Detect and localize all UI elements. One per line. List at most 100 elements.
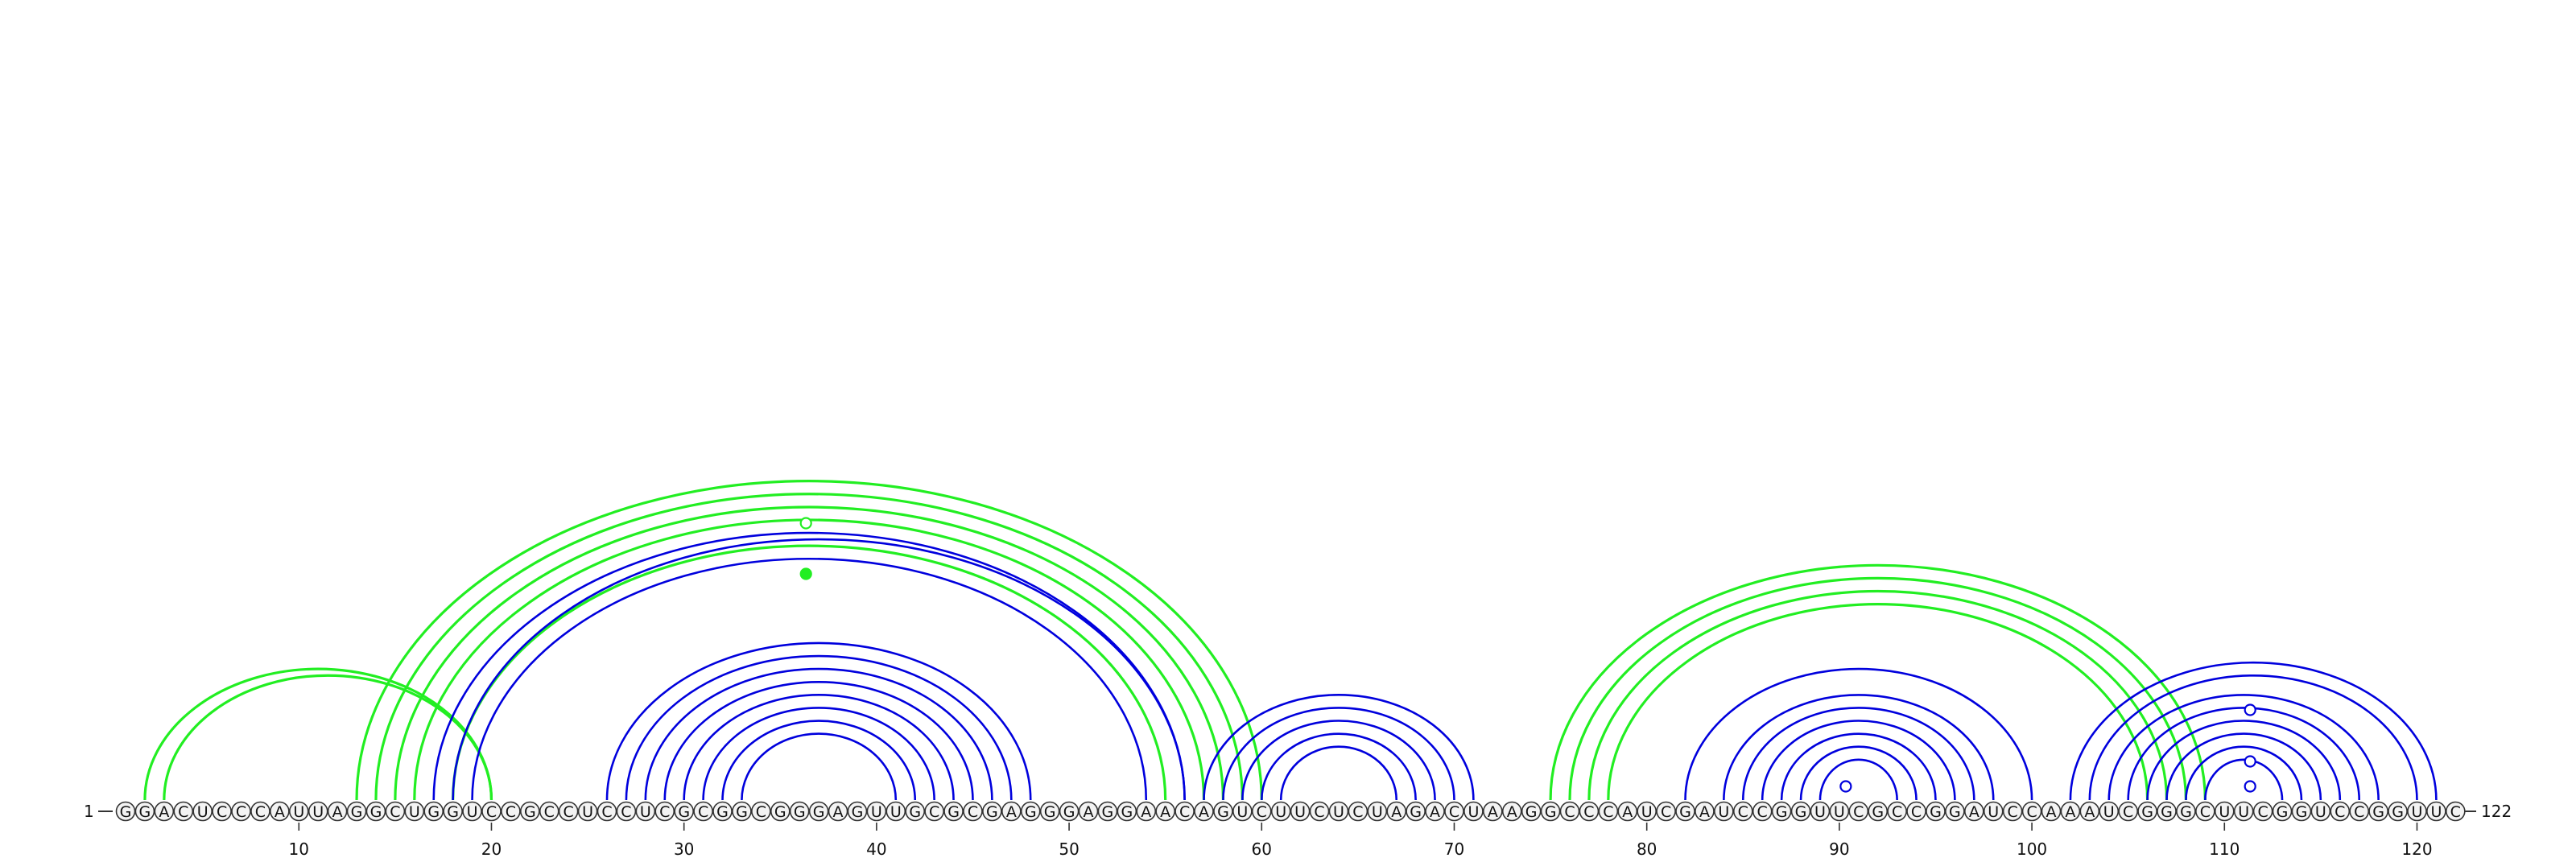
nucleotide-circle	[1675, 801, 1695, 822]
green-arc-3-20	[163, 674, 493, 801]
nucleotide-6: C	[212, 801, 232, 822]
nucleotide-letter: G	[2296, 803, 2308, 821]
nucleotide-circle	[1270, 801, 1291, 822]
nucleotide-circle	[539, 801, 559, 822]
nucleotide-letter: C	[1449, 803, 1459, 821]
nucleotide-59: U	[1232, 801, 1253, 822]
nucleotide-circle	[1906, 801, 1926, 822]
nucleotide-letter: U	[197, 803, 208, 821]
blue-open-marker	[2244, 780, 2256, 793]
nucleotide-circle	[1501, 801, 1522, 822]
nucleotide-letter: U	[1814, 803, 1826, 821]
nucleotide-circle	[2407, 801, 2427, 822]
nucleotide-81: C	[1656, 801, 1676, 822]
nucleotide-letter: U	[467, 803, 478, 821]
nucleotide-letter: G	[351, 803, 363, 821]
nucleotide-letter: G	[524, 803, 536, 821]
nucleotide-35: G	[770, 801, 791, 822]
nucleotide-115: U	[2310, 801, 2331, 822]
nucleotide-letter: A	[1199, 803, 1209, 821]
green-open-marker	[799, 517, 812, 530]
nucleotide-116: C	[2330, 801, 2351, 822]
nucleotide-50: G	[1059, 801, 1080, 822]
nucleotide-letter: U	[409, 803, 420, 821]
nucleotide-letter: G	[2392, 803, 2404, 821]
nucleotide-circle	[2310, 801, 2331, 822]
nucleotide-87: G	[1771, 801, 1792, 822]
green-arc-13-60	[355, 480, 1263, 801]
nucleotide-letter: C	[2257, 803, 2268, 821]
nucleotide-54: A	[1136, 801, 1157, 822]
nucleotide-letter: C	[564, 803, 574, 821]
nucleotide-43: C	[924, 801, 944, 822]
nucleotide-circle	[1964, 801, 1984, 822]
nucleotide-37: G	[808, 801, 829, 822]
nucleotide-3: A	[154, 801, 175, 822]
nucleotide-circle	[1309, 801, 1330, 822]
nucleotide-64: U	[1328, 801, 1349, 822]
nucleotide-letter: U	[890, 803, 902, 821]
nucleotide-circle	[1136, 801, 1157, 822]
nucleotide-75: G	[1540, 801, 1561, 822]
nucleotide-77: C	[1579, 801, 1600, 822]
nucleotide-circle	[1579, 801, 1600, 822]
nucleotide-25: U	[577, 801, 598, 822]
axis-tick-label-30: 30	[674, 839, 694, 858]
nucleotide-51: A	[1078, 801, 1099, 822]
nucleotide-letter: C	[486, 803, 497, 821]
nucleotide-79: A	[1617, 801, 1638, 822]
nucleotide-circle	[1386, 801, 1407, 822]
nucleotide-98: U	[1983, 801, 2004, 822]
nucleotide-2: G	[134, 801, 155, 822]
nucleotide-101: A	[2041, 801, 2062, 822]
nucleotide-circle	[1001, 801, 1022, 822]
nucleotide-8: C	[250, 801, 270, 822]
blue-arc-group	[432, 531, 2438, 801]
nucleotide-circle	[288, 801, 309, 822]
nucleotide-circle	[2446, 801, 2466, 822]
blue-arc-59-69	[1241, 720, 1436, 801]
nucleotide-circle	[963, 801, 983, 822]
nucleotide-32: G	[712, 801, 733, 822]
nucleotide-circle	[2252, 801, 2273, 822]
nucleotide-12: A	[327, 801, 348, 822]
nucleotide-circle	[1887, 801, 1907, 822]
nucleotide-letter: G	[1949, 803, 1961, 821]
nucleotide-84: U	[1714, 801, 1734, 822]
nucleotide-circle	[1521, 801, 1542, 822]
nucleotide-letter: G	[1545, 803, 1557, 821]
nucleotide-10: U	[288, 801, 309, 822]
axis-tick-label-40: 40	[866, 839, 886, 858]
nucleotide-letter: G	[1930, 803, 1942, 821]
nucleotide-circle	[1983, 801, 2004, 822]
nucleotide-19: U	[462, 801, 482, 822]
green-arc-76-108	[1568, 576, 2188, 801]
arc-markers	[799, 517, 2256, 793]
nucleotide-letter: A	[2046, 803, 2057, 821]
nucleotide-circle	[250, 801, 270, 822]
blue-arc-61-67	[1279, 745, 1398, 801]
nucleotide-letter: U	[1834, 803, 1845, 821]
nucleotide-letter: G	[447, 803, 459, 821]
nucleotide-circle	[712, 801, 733, 822]
sequence-end-label: 122	[2481, 802, 2512, 821]
nucleotide-4: C	[173, 801, 194, 822]
nucleotide-11: U	[308, 801, 328, 822]
nucleotide-letter: G	[1525, 803, 1538, 821]
nucleotide-42: G	[905, 801, 926, 822]
blue-arc-19-54	[471, 557, 1148, 801]
nucleotide-letter: C	[2200, 803, 2211, 821]
nucleotide-circle	[2291, 801, 2312, 822]
axis-tick-label-20: 20	[481, 839, 502, 858]
nucleotide-circle	[2079, 801, 2100, 822]
nucleotide-28: U	[635, 801, 656, 822]
nucleotide-letter: U	[2103, 803, 2115, 821]
nucleotide-46: G	[982, 801, 1002, 822]
nucleotide-letter: C	[255, 803, 266, 821]
nucleotide-67: A	[1386, 801, 1407, 822]
nucleotide-circle	[1656, 801, 1676, 822]
nucleotide-62: U	[1290, 801, 1311, 822]
nucleotide-52: G	[1097, 801, 1118, 822]
nucleotide-104: U	[2099, 801, 2120, 822]
nucleotide-107: G	[2157, 801, 2177, 822]
